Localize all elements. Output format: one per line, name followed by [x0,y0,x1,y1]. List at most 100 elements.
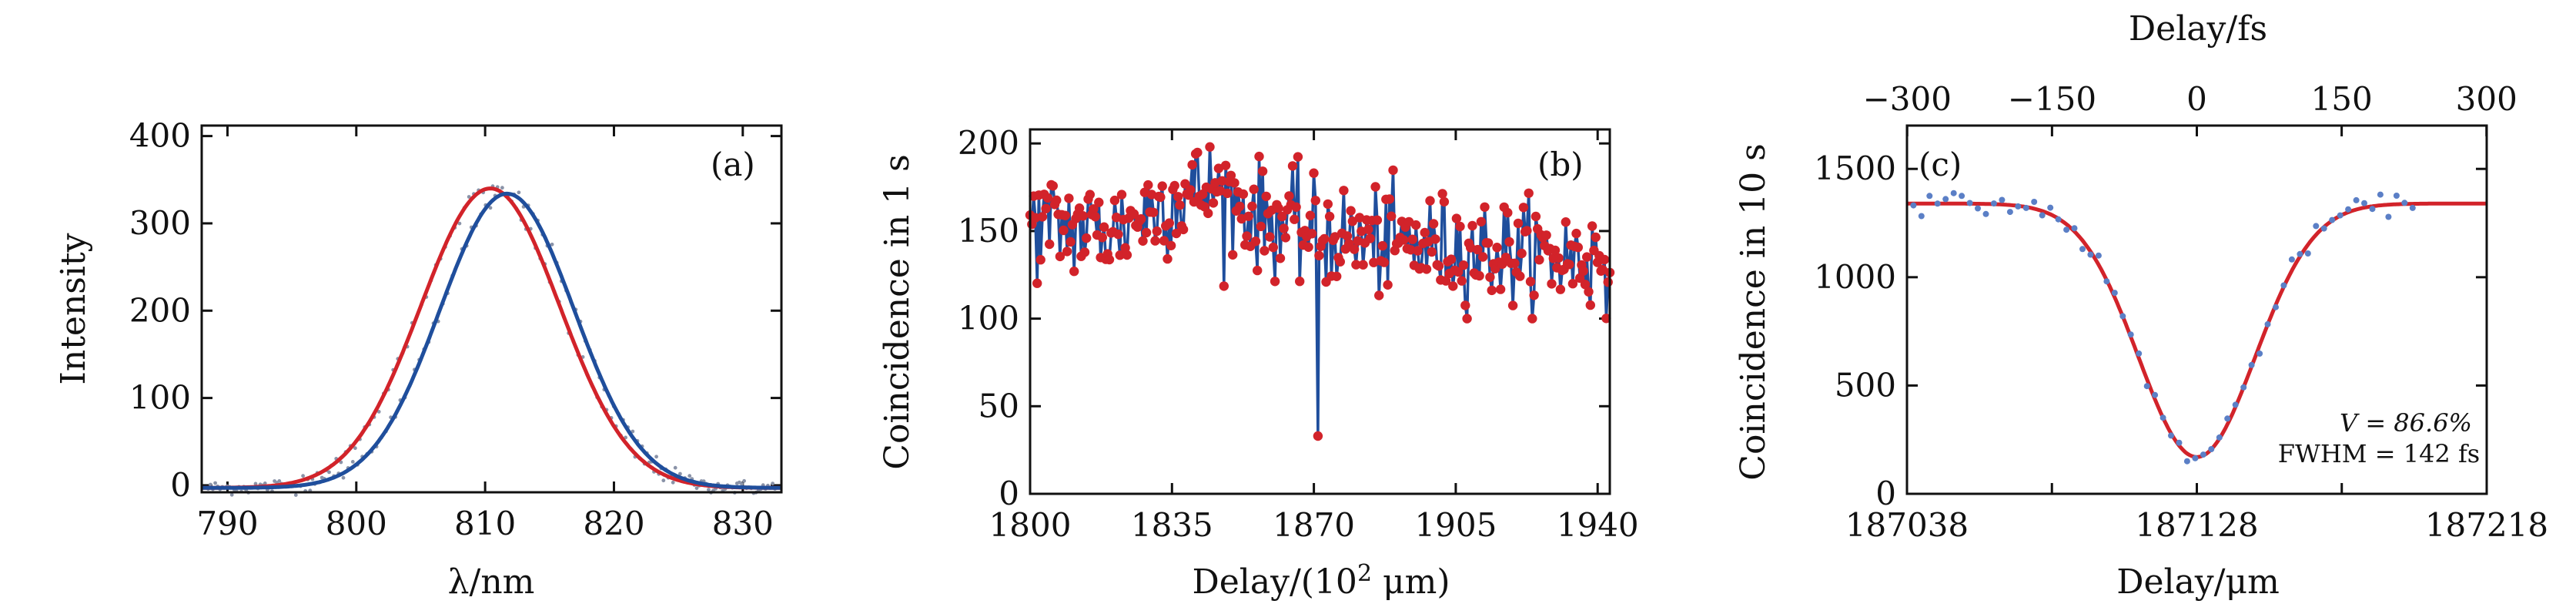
panel-a-data-point [707,488,711,492]
panel-c-data-point [2273,304,2279,310]
panel-c-data-point [2216,434,2223,441]
panel-b-data-point [1273,203,1283,213]
panel-c-data-point [1910,202,1917,209]
panel-b-data-point [1529,290,1539,300]
panel-b-data-point [1457,276,1467,286]
panel-b-data-point [1287,161,1298,171]
panel-a-data-point [550,242,554,247]
panel-b-data-point [1030,213,1041,223]
panel-b-data-point [1253,265,1263,276]
panel-b-data-point [1474,270,1484,281]
panel-b-data-point [1460,300,1470,310]
panel-b-ytick-label-2: 100 [958,300,1019,337]
panel-b-data-point [1347,216,1358,226]
panel-b-data-point [1293,152,1303,162]
panel-c-data-point [2297,250,2303,257]
panel-b-xlabel: Delay/(102 μm) [1192,560,1450,602]
panel-a-xtick-label-0: 790 [196,505,258,542]
panel-b-data-point [1250,237,1261,247]
panel-b-data-point [1141,227,1152,238]
panel-b-data-point [1517,248,1527,259]
panel-c-ytick-label-0: 0 [1875,475,1896,512]
panel-a-data-point [277,479,282,483]
panel-c-data-point [2015,203,2022,210]
panel-b-xtick-label-3: 1905 [1414,506,1497,544]
panel-b-data-point [1374,290,1384,300]
panel-a-data-point [350,460,355,464]
panel-c-data-point [2280,282,2287,289]
panel-b-ytick-label-4: 200 [958,124,1019,162]
panel-b-data-point [1365,233,1375,243]
panel-b-data-point [1052,195,1062,206]
panel-b-data-point [1421,264,1432,274]
panel-a-ytick-label-2: 200 [129,291,191,329]
panel-c-data-point [2288,256,2295,263]
panel-b-data-point [1116,190,1127,200]
panel-b-data-point [1217,176,1227,186]
panel-b-data-point [1555,284,1566,294]
panel-b-data-point [1434,261,1444,271]
panel-b-data-point [1524,188,1534,198]
panel-b-data-point [1437,189,1447,199]
panel-b-data-point [1059,225,1069,236]
panel-b-xlabel-unit: μm) [1372,562,1450,602]
panel-c-data-point [2337,212,2343,219]
panel-b-data-point [1159,236,1169,246]
panel-c-data-point [1999,196,2006,203]
panel-a-data-point [293,493,298,497]
panel-b-data-point [1561,217,1571,227]
panel-b-data-point [1515,271,1525,281]
panel-b-data-point [1384,194,1395,204]
panel-b-data-point [1574,273,1585,284]
panel-c-data-point [1950,190,1957,196]
panel-b-data-point [1420,227,1430,238]
panel-c-data-point [2022,204,2029,211]
panel-b-data-point [1254,151,1264,162]
panel-c-data-point [2103,278,2110,285]
panel-b-data-point [1476,216,1487,226]
panel-c-ylabel: Coincidence in 10 s [1734,143,1773,480]
panel-a-data-point [740,481,744,486]
panel-b-data-point [1094,197,1104,207]
panel-b-data-point [1446,254,1457,264]
panel-b-data-point [1407,234,1417,244]
panel-b-data-point [1358,260,1368,270]
panel-b-data-point [1531,211,1541,222]
panel-b-data-point [1478,252,1488,262]
panel-a-label: (a) [711,146,755,183]
panel-b-data-point [1229,178,1239,188]
panel-b-data-point [1066,237,1076,247]
panel-a-data-point [654,455,658,459]
panel-b-data-point [1152,226,1163,237]
panel-b-data-point [1045,239,1055,250]
panel-c-data-point [2127,331,2134,338]
panel-c-data-point [1926,193,1933,200]
panel-c-data-point [1982,210,1989,217]
panel-b-data-point [1587,221,1597,231]
panel-a-ytick-label-4: 400 [129,117,191,155]
panel-b-data-point [1156,192,1166,203]
panel-c-data-point [2087,251,2094,258]
panel-c-xtick-label-1: 187128 [2135,506,2258,544]
panel-b-data-point [1261,191,1271,202]
panel-b-data-point [1428,219,1439,229]
panel-b-data-point [1603,277,1613,287]
panel-c-data-point [2320,225,2327,232]
panel-b-data-point [1455,221,1465,232]
panel-a-xtick-label-1: 800 [326,505,387,542]
panel-b-ytick-label-0: 0 [999,475,1019,512]
panel-c-data-point [2152,391,2159,398]
panel-b-data-point [1275,253,1286,263]
panel-c: 187038 187128 187218 0 500 1000 1500 −300 −150 0 1… [1734,9,2548,602]
panel-b-data-point [1599,254,1610,265]
panel-b-data-point [1483,238,1494,248]
panel-b-data-point [1377,240,1388,251]
panel-b-data-point [1399,235,1409,245]
panel-b-data-point [1037,212,1048,222]
panel-c-annotation-fwhm: FWHM = 142 fs [2278,439,2480,468]
panel-b-data-point [1205,142,1215,152]
panel-b-ticks: 1800 1835 1870 1905 1940 0 50 100 150 200 [958,124,1639,544]
panel-c-x2tick-label-1: −150 [2008,80,2096,118]
panel-a-ytick-label-1: 100 [129,379,191,417]
panel-c-data-point [2345,206,2352,213]
